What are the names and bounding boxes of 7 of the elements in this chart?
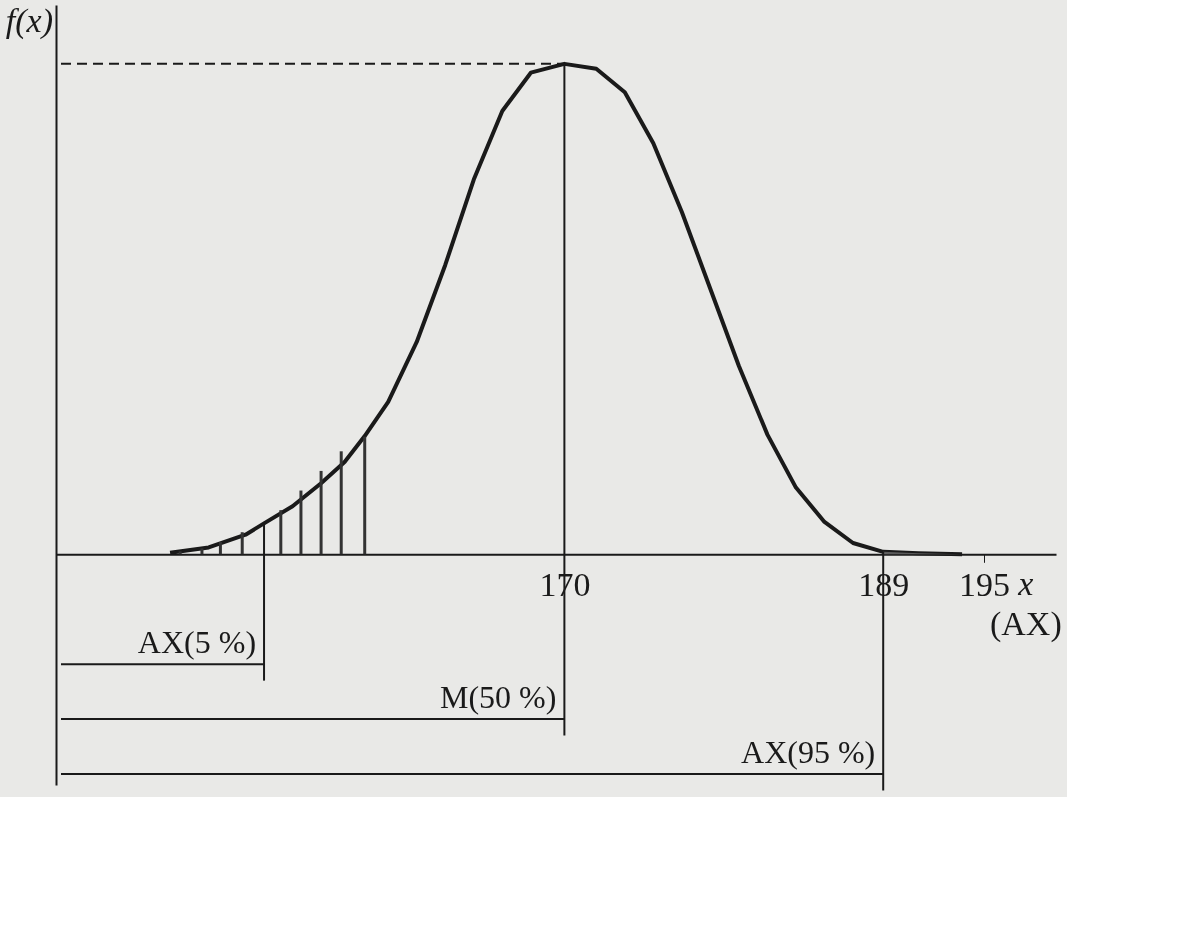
- text: (AX): [989, 605, 1062, 644]
- ref-line-label: M(50 %): [439, 679, 557, 716]
- ref-line-label: AX(5 %): [137, 624, 257, 661]
- y-axis-title: f(x): [5, 2, 53, 40]
- ref-line-label: AX(95 %): [741, 734, 876, 771]
- x-axis-title: x: [1017, 565, 1034, 603]
- x-tick-label: 195: [958, 565, 1010, 603]
